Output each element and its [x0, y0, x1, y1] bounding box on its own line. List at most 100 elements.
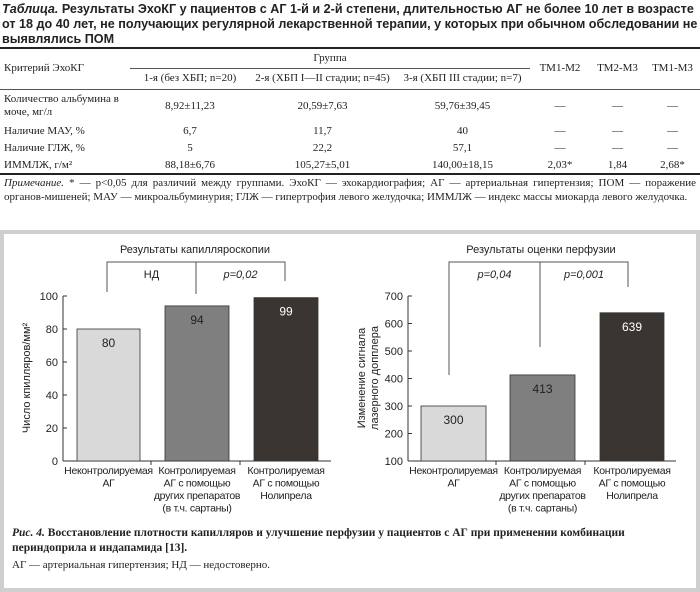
cell-g3: 40	[457, 125, 468, 137]
cell-criterion: ИММЛЖ, г/м²	[4, 158, 73, 171]
cell-tm13: —	[667, 99, 678, 112]
y-axis-label: лазерного допплера	[369, 325, 381, 430]
cell-g2: 105,27±5,01	[294, 158, 351, 171]
echo-table: Критерий ЭхоКГ Группа ТМ1-М2 ТМ2-М3 ТМ1-…	[0, 47, 700, 175]
bar-value-label: 300	[443, 413, 463, 427]
comparison-label: НД	[144, 269, 160, 281]
cell-g3: 57,1	[452, 142, 473, 154]
cell-criterion: Количество альбумина в моче, мг/л	[4, 93, 119, 119]
category-label: АГ	[102, 478, 115, 490]
header-tm23: ТМ2-М3	[597, 62, 638, 75]
category-label: АГ с помощью	[253, 478, 320, 490]
category-label: (в т.ч. сартаны)	[162, 503, 231, 515]
cell-tm13: —	[667, 125, 678, 137]
header-criterion: Критерий ЭхоКГ	[4, 62, 84, 75]
bar-value-label: 639	[622, 320, 642, 334]
cell-g2: 20,59±7,63	[297, 99, 348, 112]
cell-g1: 5	[187, 142, 193, 154]
category-label: АГ с помощью	[164, 478, 231, 490]
bar	[509, 374, 576, 462]
bar-value-label: 413	[532, 382, 552, 396]
cell-g1: 88,18±6,76	[164, 158, 216, 171]
header-group: Группа	[130, 48, 530, 69]
cell-g1: 6,7	[183, 125, 197, 137]
cell-criterion: Наличие ГЛЖ, %	[4, 142, 85, 154]
cell-g3: 140,00±18,15	[431, 158, 494, 171]
cell-tm23: 1,84	[607, 158, 628, 171]
category-label: (в т.ч. сартаны)	[508, 503, 577, 515]
header-tm13: ТМ1-М3	[652, 62, 693, 75]
y-tick-label: 100	[40, 291, 58, 303]
cell-g2: 22,2	[312, 142, 333, 154]
cell-g2: 11,7	[313, 125, 332, 137]
category-label: Контролируемая	[504, 465, 581, 477]
category-label: Нолипрела	[606, 490, 658, 502]
y-tick-label: 60	[46, 357, 58, 369]
comparison-label: p=0,001	[563, 269, 604, 281]
y-tick-label: 600	[385, 319, 403, 331]
cell-tm12: —	[554, 99, 566, 112]
bar-value-label: 94	[190, 313, 204, 327]
y-tick-label: 80	[46, 324, 58, 336]
category-label: Неконтролируемая	[64, 465, 153, 477]
bar	[599, 312, 665, 462]
cell-g3: 59,76±39,45	[434, 99, 491, 112]
category-label: Неконтролируемая	[409, 465, 498, 477]
note-text: * — p<0,05 для различий между группами. …	[4, 177, 697, 203]
chart-title: Результаты оценки перфузии	[466, 244, 615, 256]
header-g2: 2-я (ХБП I—II стадии; n=45)	[255, 72, 390, 84]
category-label: других препаратов	[154, 490, 241, 502]
table-row: Количество альбумина в моче, мг/л 8,92±11…	[0, 89, 700, 123]
cell-tm12: —	[554, 125, 566, 137]
figure-caption-text: Восстановление плотности капилляров и ул…	[12, 527, 625, 554]
table-title-text: Результаты ЭхоКГ у пациентов с АГ 1-й и …	[2, 2, 698, 46]
figure: Результаты капилляроскопии НД p=0,02 0 20 40 6…	[0, 230, 700, 592]
bar	[420, 405, 487, 462]
table-row: Наличие МАУ, % 6,7 11,7 40 — — —	[0, 123, 700, 140]
figure-abbreviations: АГ — артериальная гипертензия; НД — недо…	[12, 559, 271, 571]
y-tick-label: 0	[52, 456, 58, 468]
cell-tm23: —	[612, 125, 623, 137]
y-tick-label: 40	[46, 390, 58, 402]
category-label: Контролируемая	[158, 465, 235, 477]
cell-tm13: 2,68*	[660, 158, 685, 171]
bar	[253, 297, 319, 462]
cell-tm23: —	[612, 142, 623, 154]
y-tick-label: 300	[385, 401, 403, 413]
y-tick-label: 100	[385, 456, 403, 468]
bar	[76, 328, 141, 462]
comparison-bracket	[448, 261, 629, 375]
header-g3: 3-я (ХБП III стадии; n=7)	[403, 72, 522, 84]
category-label: Нолипрела	[260, 490, 312, 502]
header-tm12: ТМ1-М2	[539, 62, 581, 75]
category-label: АГ с помощью	[599, 478, 666, 490]
category-label: АГ с помощью	[509, 478, 576, 490]
figure-label: Рис. 4.	[12, 527, 45, 539]
category-label: Контролируемая	[247, 465, 324, 477]
comparison-label: p=0,02	[223, 269, 258, 281]
table-label: Таблица.	[2, 2, 59, 16]
cell-tm12: —	[554, 142, 566, 154]
cell-g1: 8,92±11,23	[165, 99, 215, 112]
bar-value-label: 80	[102, 336, 116, 350]
bar	[164, 305, 230, 462]
table-note: Примечание. * — p<0,05 для различий межд…	[4, 176, 696, 204]
category-label: Контролируемая	[593, 465, 670, 477]
category-label: АГ	[447, 478, 460, 490]
category-label: других препаратов	[499, 490, 586, 502]
note-label: Примечание.	[4, 177, 65, 189]
table-title: Таблица. Результаты ЭхоКГ у пациентов с …	[2, 2, 698, 47]
y-tick-label: 20	[46, 423, 58, 435]
cell-tm23: —	[612, 99, 623, 112]
figure-caption: Рис. 4. Восстановление плотности капилля…	[12, 526, 692, 556]
y-tick-label: 700	[385, 291, 403, 303]
cell-criterion: Наличие МАУ, %	[4, 125, 85, 137]
comparison-label: p=0,04	[477, 269, 512, 281]
comparison-bracket	[106, 261, 286, 294]
chart-title: Результаты капилляроскопии	[120, 244, 270, 256]
y-tick-label: 500	[385, 346, 403, 358]
cell-tm12: 2,03*	[547, 158, 573, 171]
y-tick-label: 400	[385, 374, 403, 386]
y-axis-label: Число кпилляров/мм²	[21, 323, 33, 434]
